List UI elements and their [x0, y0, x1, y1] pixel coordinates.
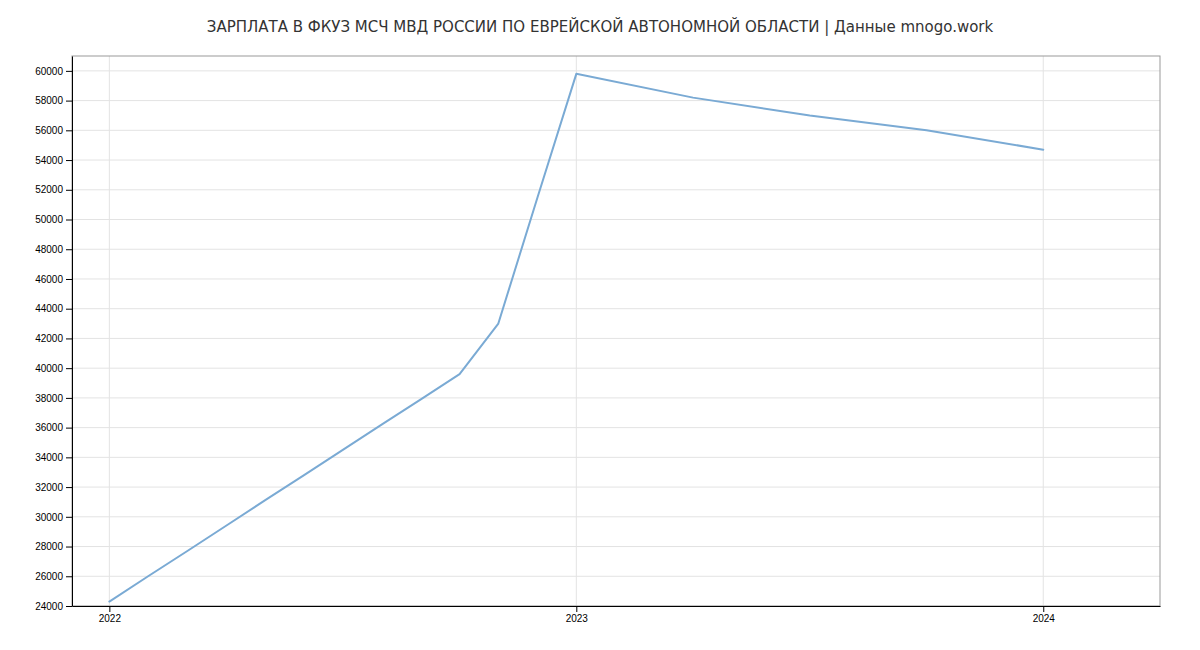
y-tick-mark: [66, 576, 72, 577]
y-tick: 56000: [35, 125, 72, 136]
y-tick-mark: [66, 487, 72, 488]
x-tick: 2023: [566, 606, 589, 624]
y-tick-label: 48000: [35, 244, 63, 255]
y-tick: 46000: [35, 274, 72, 285]
y-tick: 50000: [35, 214, 72, 225]
chart-svg: 2022 2023 2024 24000 26000 28000 30000 32000 340…: [0, 0, 1200, 650]
y-tick-label: 28000: [35, 541, 63, 552]
y-tick-label: 24000: [35, 601, 63, 612]
y-tick: 36000: [35, 422, 72, 433]
grid-line-x: [576, 56, 577, 606]
x-tick-label: 2024: [1033, 613, 1056, 624]
y-tick: 26000: [35, 571, 72, 582]
y-tick-label: 46000: [35, 274, 63, 285]
y-tick-mark: [66, 101, 72, 102]
grid-line-y: [72, 487, 1160, 488]
grid-line-y: [72, 130, 1160, 131]
y-tick: 42000: [35, 333, 72, 344]
y-tick: 40000: [35, 363, 72, 374]
grid-line-y: [72, 308, 1160, 309]
y-tick-mark: [66, 398, 72, 399]
y-tick: 30000: [35, 512, 72, 523]
x-tick-mark: [1043, 606, 1044, 612]
y-tick-mark: [66, 309, 72, 310]
y-tick: 58000: [35, 95, 72, 106]
grid-line-x: [1043, 56, 1044, 606]
grid-line-x: [109, 56, 110, 606]
grid-line-y: [72, 516, 1160, 517]
y-tick-mark: [66, 368, 72, 369]
x-tick: 2022: [99, 606, 122, 624]
plot-frame: [72, 56, 1160, 606]
y-tick-label: 42000: [35, 333, 63, 344]
y-tick: 60000: [35, 66, 72, 77]
y-tick-mark: [66, 160, 72, 161]
y-tick-mark: [66, 130, 72, 131]
grid-line-y: [72, 70, 1160, 71]
grid-line-y: [72, 219, 1160, 220]
y-tick-label: 58000: [35, 95, 63, 106]
y-tick-mark: [66, 457, 72, 458]
y-tick: 38000: [35, 393, 72, 404]
y-tick-label: 44000: [35, 303, 63, 314]
y-tick-label: 54000: [35, 155, 63, 166]
y-tick: 48000: [35, 244, 72, 255]
y-tick-label: 56000: [35, 125, 63, 136]
y-tick-label: 26000: [35, 571, 63, 582]
grid-line-y: [72, 100, 1160, 101]
grid-line-y: [72, 338, 1160, 339]
grid-line-y: [72, 249, 1160, 250]
y-tick-label: 30000: [35, 512, 63, 523]
x-tick-label: 2023: [566, 613, 589, 624]
grid-line-y: [72, 576, 1160, 577]
chart-container: 2022 2023 2024 24000 26000 28000 30000 32000 340…: [0, 0, 1200, 650]
title: ЗАРПЛАТА В ФКУЗ МСЧ МВД РОССИИ ПО ЕВРЕЙС…: [207, 17, 994, 36]
y-tick-mark: [66, 249, 72, 250]
x-tick: 2024: [1033, 606, 1056, 624]
y-tick-mark: [66, 517, 72, 518]
y-tick-label: 40000: [35, 363, 63, 374]
y-tick: 44000: [35, 303, 72, 314]
y-tick-label: 52000: [35, 184, 63, 195]
grid-line-y: [72, 397, 1160, 398]
y-tick: 28000: [35, 541, 72, 552]
grid: [72, 56, 1160, 606]
y-tick-mark: [66, 190, 72, 191]
y-tick-mark: [66, 279, 72, 280]
line: [109, 74, 1043, 602]
y-tick: 32000: [35, 482, 72, 493]
grid-line-y: [72, 368, 1160, 369]
x-tick-mark: [109, 606, 110, 612]
y-tick-mark: [66, 606, 72, 607]
x-tick-mark: [576, 606, 577, 612]
y-tick: 52000: [35, 184, 72, 195]
y-tick-label: 38000: [35, 393, 63, 404]
y-tick: 24000: [35, 601, 72, 612]
grid-line-y: [72, 546, 1160, 547]
x-axis: 2022 2023 2024: [73, 606, 1161, 624]
y-tick: 34000: [35, 452, 72, 463]
y-tick-label: 60000: [35, 66, 63, 77]
plot-area: [109, 74, 1043, 602]
y-tick-mark: [66, 547, 72, 548]
grid-line-y: [72, 457, 1160, 458]
x-axis-line: [73, 606, 1161, 607]
x-tick-label: 2022: [99, 613, 122, 624]
y-tick-label: 34000: [35, 452, 63, 463]
y-tick-label: 32000: [35, 482, 63, 493]
grid-line-y: [72, 160, 1160, 161]
y-tick-mark: [66, 338, 72, 339]
grid-line-y: [72, 427, 1160, 428]
y-tick-mark: [66, 220, 72, 221]
y-tick: 54000: [35, 155, 72, 166]
y-tick-mark: [66, 428, 72, 429]
y-tick-mark: [66, 71, 72, 72]
y-axis-line: [72, 57, 73, 607]
grid-line-y: [72, 189, 1160, 190]
grid-line-y: [72, 278, 1160, 279]
y-tick-label: 36000: [35, 422, 63, 433]
y-axis: 24000 26000 28000 30000 32000 34000 36000 38000…: [35, 57, 72, 612]
y-tick-label: 50000: [35, 214, 63, 225]
